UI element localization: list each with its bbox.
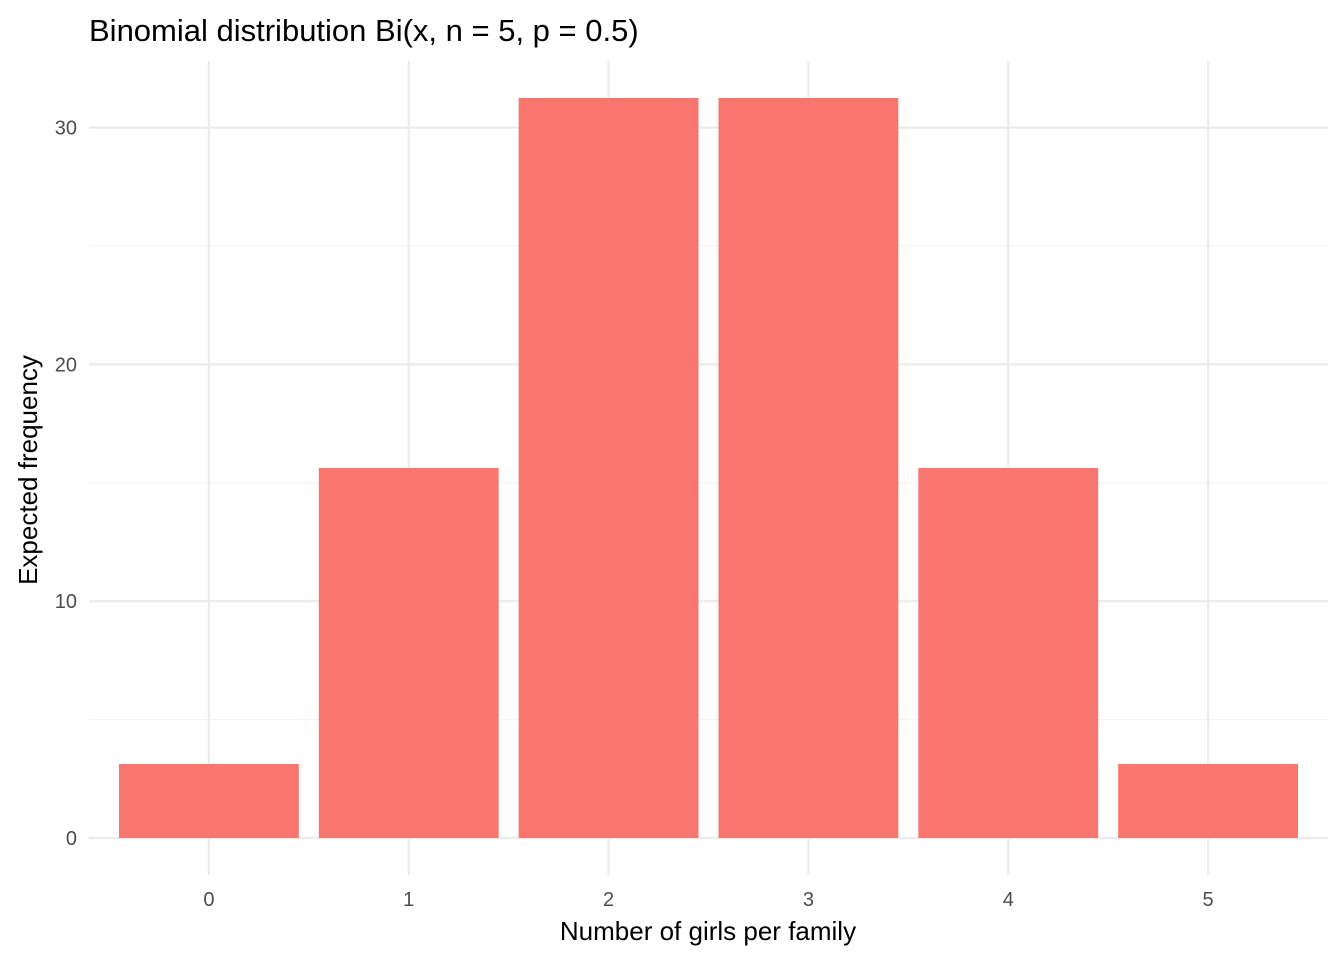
x-tick-label: 5	[1203, 889, 1214, 911]
bar-4	[918, 468, 1099, 838]
x-tick-label: 0	[203, 889, 214, 911]
bar-1	[318, 468, 499, 838]
tick-labels: 0 10 20 30 0 1 2 3 4 5	[55, 118, 1214, 911]
y-tick-label: 30	[55, 118, 77, 140]
y-tick-label: 0	[66, 828, 77, 850]
bar-0	[118, 764, 299, 838]
x-axis-title: Number of girls per family	[560, 916, 856, 946]
y-axis-title: Expected frequency	[13, 355, 43, 585]
x-tick-label: 4	[1003, 889, 1014, 911]
bar-3	[718, 98, 899, 838]
x-tick-label: 1	[403, 889, 414, 911]
y-tick-label: 10	[55, 591, 77, 613]
y-tick-label: 20	[55, 354, 77, 376]
bar-5	[1118, 764, 1299, 838]
bar-2	[518, 98, 699, 838]
grid-lines	[89, 61, 1328, 875]
x-tick-label: 3	[803, 889, 814, 911]
bars	[118, 98, 1299, 838]
chart-title: Binomial distribution Bi(x, n = 5, p = 0…	[89, 13, 639, 48]
x-tick-label: 2	[603, 889, 614, 911]
